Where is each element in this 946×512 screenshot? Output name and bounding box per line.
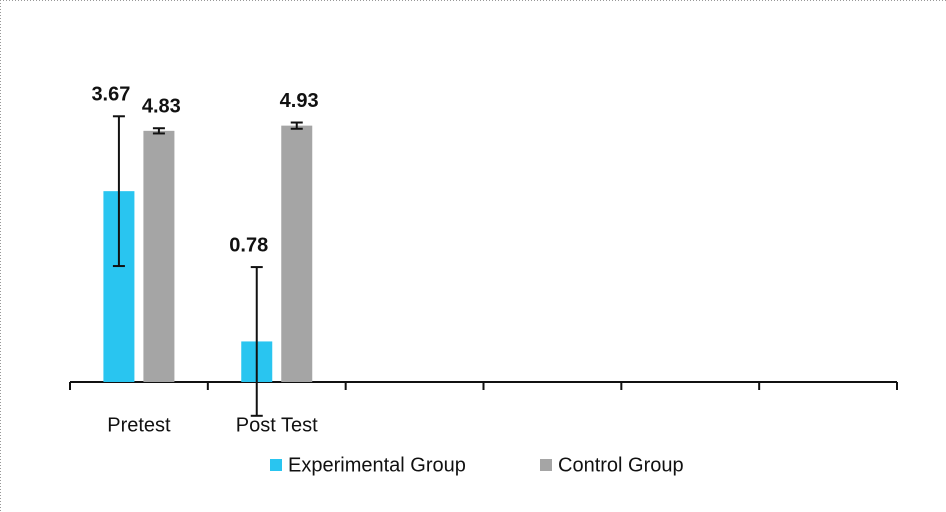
data-label: 4.93 (280, 90, 319, 112)
legend-swatch (540, 459, 552, 471)
data-label: 4.83 (142, 96, 181, 118)
bar (143, 130, 175, 382)
data-label: 0.78 (229, 234, 268, 256)
x-tick-label: Post Test (236, 414, 318, 436)
bar (281, 125, 313, 382)
legend-swatch (270, 459, 282, 471)
data-label: 3.67 (91, 84, 130, 106)
legend-label: Control Group (558, 454, 684, 476)
legend-label: Experimental Group (288, 454, 466, 476)
x-tick-label: Pretest (107, 414, 171, 436)
